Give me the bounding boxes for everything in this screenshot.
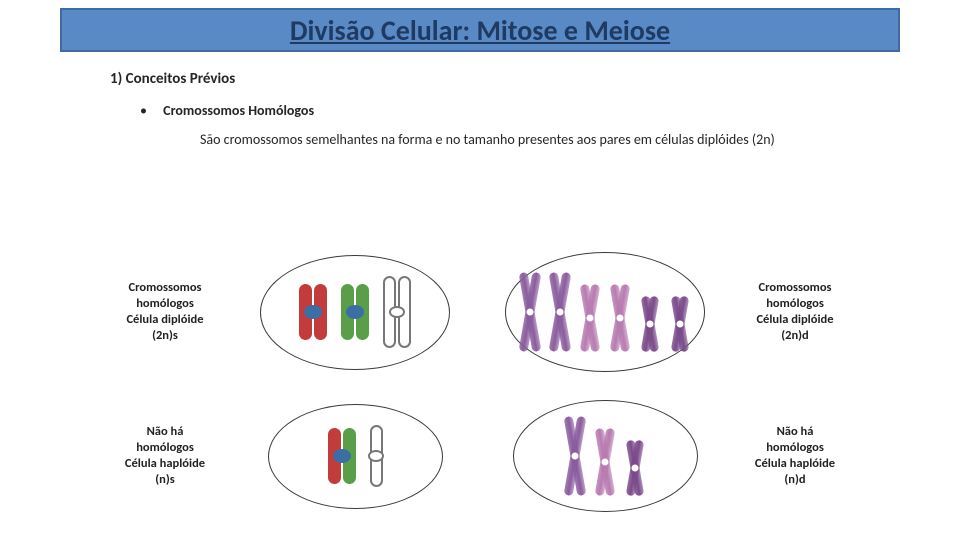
diagram-row-bottom: Não háhomólogosCélula haplóide(n)s Não h…	[100, 384, 860, 528]
chromosome-pair	[340, 284, 370, 340]
chromosome-pair	[382, 276, 412, 348]
section-heading: 1) Conceitos Prévios	[110, 70, 960, 88]
chromosome-pair	[298, 284, 328, 340]
subsection-bullet: • Cromossomos Homólogos	[140, 102, 960, 119]
chromosome-duplicated	[579, 284, 601, 352]
caption-bottom-left: Não háhomólogosCélula haplóide(n)s	[100, 424, 230, 489]
chromosome-duplicated	[519, 272, 541, 352]
page-title: Divisão Celular: Mitose e Meiose	[290, 13, 670, 48]
chromosome-duplicated	[669, 296, 691, 352]
caption-top-right: CromossomoshomólogosCélula diplóide(2n)d	[730, 280, 860, 345]
chromosome-pair	[369, 425, 384, 487]
caption-bottom-right: Não háhomólogosCélula haplóide(n)d	[730, 424, 860, 489]
chromosome-duplicated	[624, 440, 646, 496]
bullet-dot: •	[140, 102, 160, 119]
diagram-row-top: CromossomoshomólogosCélula diplóide(2n)s…	[100, 240, 860, 384]
chromosome-duplicated	[594, 428, 616, 496]
cell-bottom-left	[230, 386, 480, 526]
chromosome-duplicated	[609, 284, 631, 352]
definition-text: São cromossomos semelhantes na forma e n…	[200, 131, 840, 148]
chromosome-pair	[327, 428, 357, 484]
cell-bottom-right	[480, 386, 730, 526]
chromosome-duplicated	[639, 296, 661, 352]
cell-top-left	[230, 242, 480, 382]
subsection-label: Cromossomos Homólogos	[163, 102, 314, 119]
diagram-grid: CromossomoshomólogosCélula diplóide(2n)s…	[100, 240, 860, 528]
title-bar: Divisão Celular: Mitose e Meiose	[60, 8, 900, 52]
chromosome-duplicated	[549, 272, 571, 352]
caption-top-left: CromossomoshomólogosCélula diplóide(2n)s	[100, 280, 230, 345]
cell-top-right	[480, 242, 730, 382]
chromosome-duplicated	[564, 416, 586, 496]
